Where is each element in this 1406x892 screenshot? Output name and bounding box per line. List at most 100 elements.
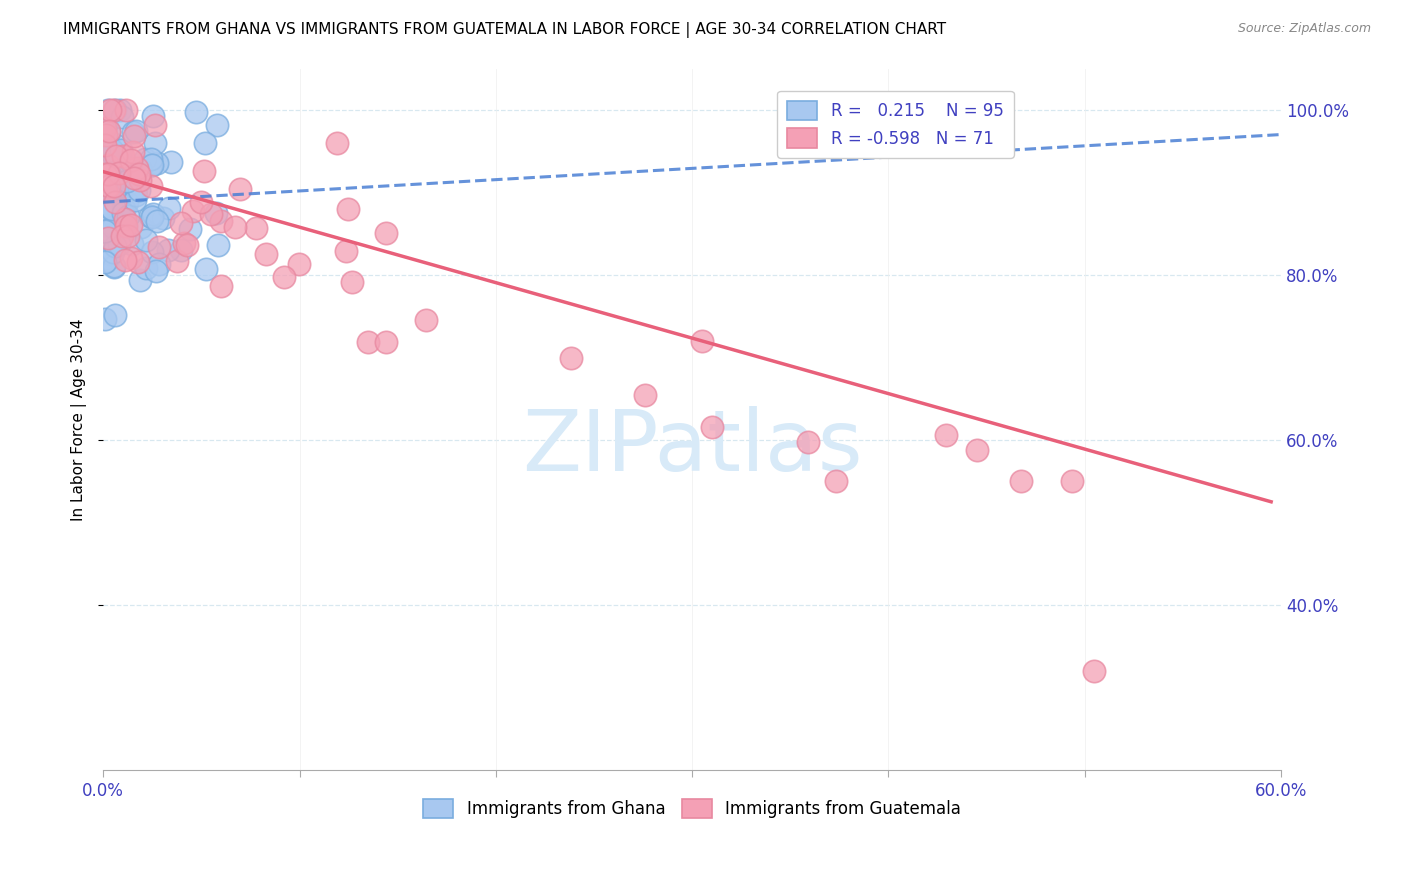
- Point: [104, 308, 127, 322]
- Point: [112, 168, 135, 182]
- Point: [134, 152, 156, 166]
- Point: [176, 238, 198, 252]
- Point: [118, 161, 141, 176]
- Point: [141, 245, 163, 260]
- Point: [100, 202, 122, 216]
- Text: Source: ZipAtlas.com: Source: ZipAtlas.com: [1237, 22, 1371, 36]
- Point: [121, 237, 143, 252]
- Point: [94, 120, 117, 135]
- Point: [125, 161, 148, 175]
- Point: [195, 261, 218, 276]
- Point: [128, 183, 150, 197]
- Point: [374, 227, 396, 241]
- Point: [129, 273, 152, 287]
- Point: [122, 170, 145, 185]
- Point: [120, 251, 142, 265]
- Point: [1083, 664, 1105, 678]
- Point: [105, 148, 128, 162]
- Point: [207, 238, 229, 252]
- Point: [141, 210, 163, 224]
- Point: [103, 103, 125, 117]
- Point: [101, 178, 124, 192]
- Point: [1010, 474, 1032, 488]
- Point: [98, 125, 121, 139]
- Point: [100, 247, 122, 261]
- Point: [114, 202, 136, 216]
- Point: [122, 125, 145, 139]
- Point: [205, 119, 228, 133]
- Point: [97, 223, 120, 237]
- Point: [98, 202, 121, 216]
- Point: [122, 128, 145, 143]
- Point: [97, 158, 120, 172]
- Point: [143, 136, 166, 151]
- Point: [94, 223, 117, 237]
- Point: [209, 278, 232, 293]
- Point: [115, 178, 138, 193]
- Point: [120, 218, 142, 232]
- Point: [111, 229, 134, 244]
- Point: [101, 143, 124, 157]
- Legend: Immigrants from Ghana, Immigrants from Guatemala: Immigrants from Ghana, Immigrants from G…: [416, 792, 967, 825]
- Point: [145, 213, 167, 227]
- Point: [690, 334, 713, 348]
- Point: [120, 153, 142, 167]
- Point: [157, 243, 180, 257]
- Point: [114, 103, 136, 117]
- Point: [101, 244, 124, 259]
- Point: [122, 145, 145, 159]
- Point: [115, 219, 138, 233]
- Point: [97, 167, 120, 181]
- Point: [357, 334, 380, 349]
- Point: [193, 164, 215, 178]
- Point: [194, 136, 217, 150]
- Point: [129, 220, 152, 235]
- Point: [101, 173, 124, 187]
- Point: [415, 313, 437, 327]
- Point: [129, 163, 152, 178]
- Point: [190, 194, 212, 209]
- Point: [104, 148, 127, 162]
- Point: [124, 124, 146, 138]
- Point: [104, 190, 127, 204]
- Point: [340, 275, 363, 289]
- Point: [128, 167, 150, 181]
- Point: [124, 193, 146, 207]
- Point: [94, 122, 117, 136]
- Point: [245, 221, 267, 235]
- Point: [117, 228, 139, 243]
- Point: [125, 181, 148, 195]
- Point: [1060, 474, 1083, 488]
- Point: [100, 180, 122, 194]
- Point: [374, 334, 396, 349]
- Point: [94, 174, 117, 188]
- Point: [96, 117, 118, 131]
- Point: [94, 184, 117, 198]
- Point: [104, 239, 127, 253]
- Point: [145, 156, 167, 170]
- Point: [108, 166, 131, 180]
- Point: [101, 218, 124, 232]
- Point: [98, 179, 121, 194]
- Point: [96, 136, 118, 150]
- Point: [335, 244, 357, 258]
- Point: [224, 220, 246, 235]
- Point: [110, 144, 132, 158]
- Point: [94, 167, 117, 181]
- Point: [103, 168, 125, 182]
- Point: [142, 207, 165, 221]
- Point: [336, 202, 359, 217]
- Point: [204, 206, 226, 220]
- Point: [254, 246, 277, 260]
- Y-axis label: In Labor Force | Age 30-34: In Labor Force | Age 30-34: [72, 318, 87, 521]
- Point: [94, 219, 117, 233]
- Point: [173, 236, 195, 251]
- Point: [209, 213, 232, 227]
- Point: [115, 174, 138, 188]
- Point: [139, 179, 162, 194]
- Point: [181, 204, 204, 219]
- Point: [110, 229, 132, 244]
- Point: [97, 231, 120, 245]
- Point: [634, 388, 657, 402]
- Point: [148, 257, 170, 271]
